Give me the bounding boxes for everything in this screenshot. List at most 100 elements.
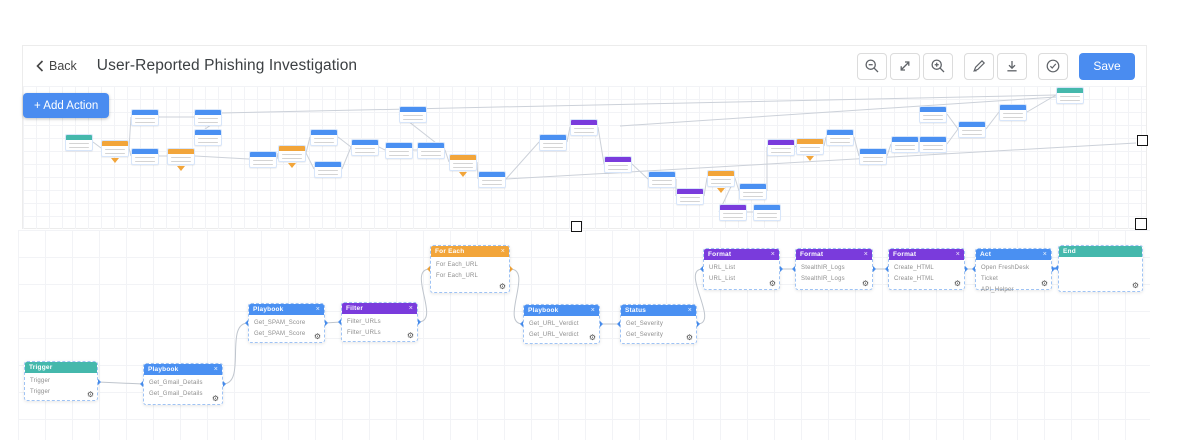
broken-image-placeholder xyxy=(1137,135,1148,146)
node-close-icon[interactable]: × xyxy=(955,251,960,258)
node-settings-gear-icon[interactable]: ⚙ xyxy=(498,282,506,291)
node-header: Format × xyxy=(889,249,964,260)
mini-node-header xyxy=(250,152,276,157)
download-button[interactable] xyxy=(997,52,1027,80)
mini-node[interactable] xyxy=(478,171,506,188)
mini-node[interactable] xyxy=(676,188,704,205)
node-close-icon[interactable]: × xyxy=(863,251,868,258)
node-header: Act × xyxy=(976,249,1051,260)
zoom-out-button[interactable] xyxy=(857,52,887,80)
mini-node-header xyxy=(132,110,158,115)
zoom-in-button[interactable] xyxy=(923,52,953,80)
workflow-node-trigger[interactable]: Trigger Trigger Trigger ⚙ xyxy=(24,361,98,401)
mini-node[interactable] xyxy=(648,171,676,188)
mini-node[interactable] xyxy=(101,140,129,157)
workflow-node-playbook[interactable]: Playbook × Get_SPAM_Score Get_SPAM_Score ⚙ xyxy=(248,303,325,343)
mini-node[interactable] xyxy=(417,142,445,159)
mini-node-body xyxy=(418,150,444,156)
mini-node-header xyxy=(386,143,412,148)
node-close-icon[interactable]: × xyxy=(687,307,692,314)
workflow-node-act[interactable]: Act × Open FreshDesk Ticket API_Helper ⚙ xyxy=(975,248,1052,293)
node-settings-gear-icon[interactable]: ⚙ xyxy=(1131,281,1139,290)
mini-node[interactable] xyxy=(919,106,947,123)
workflow-node-format[interactable]: Format × StealthIR_Logs StealthIR_Logs ⚙ xyxy=(795,248,873,290)
workflow-node-format[interactable]: Format × URL_List URL_List ⚙ xyxy=(703,248,780,290)
mini-node[interactable] xyxy=(449,154,477,171)
mini-node-header xyxy=(195,110,221,115)
node-settings-gear-icon[interactable]: ⚙ xyxy=(861,279,869,288)
mini-node[interactable] xyxy=(999,104,1027,121)
mini-node[interactable] xyxy=(570,119,598,136)
node-header: Status × xyxy=(621,305,696,316)
node-header: Format × xyxy=(796,249,872,260)
fit-view-button[interactable] xyxy=(890,52,920,80)
mini-node[interactable] xyxy=(278,145,306,162)
mini-node[interactable] xyxy=(539,134,567,151)
node-body: Get_Gmail_Details Get_Gmail_Details xyxy=(149,380,203,397)
mini-node-header xyxy=(860,149,886,154)
validate-button[interactable] xyxy=(1038,52,1068,80)
branch-chevron-icon xyxy=(459,172,467,177)
detail-canvas[interactable]: Trigger Trigger Trigger ⚙ Playbook × Get_Gmail… xyxy=(18,230,1150,440)
workflow-node-format[interactable]: Format × Create_HTML Create_HTML ⚙ xyxy=(888,248,965,290)
mini-node[interactable] xyxy=(314,161,342,178)
mini-node-body xyxy=(920,144,946,150)
mini-node-body xyxy=(720,212,746,218)
node-settings-gear-icon[interactable]: ⚙ xyxy=(1040,279,1048,288)
mini-node[interactable] xyxy=(399,106,427,123)
node-settings-gear-icon[interactable]: ⚙ xyxy=(768,279,776,288)
mini-node[interactable] xyxy=(604,156,632,173)
workflow-node-playbook[interactable]: Playbook × Get_URL_Verdict Get_URL_Verdict ⚙ xyxy=(523,304,600,344)
node-close-icon[interactable]: × xyxy=(315,306,320,313)
mini-node[interactable] xyxy=(958,121,986,138)
mini-node-body xyxy=(386,150,412,156)
node-settings-gear-icon[interactable]: ⚙ xyxy=(211,394,219,403)
mini-node[interactable] xyxy=(194,129,222,146)
mini-node[interactable] xyxy=(919,136,947,153)
node-settings-gear-icon[interactable]: ⚙ xyxy=(406,331,414,340)
edit-button[interactable] xyxy=(964,52,994,80)
mini-node[interactable] xyxy=(719,204,747,221)
mini-node[interactable] xyxy=(194,109,222,126)
node-settings-gear-icon[interactable]: ⚙ xyxy=(953,279,961,288)
mini-node[interactable] xyxy=(1056,87,1084,104)
mini-node[interactable] xyxy=(385,142,413,159)
workflow-node-filter[interactable]: Filter × Filter_URLs Filter_URLs ⚙ xyxy=(341,302,418,342)
add-action-button[interactable]: + Add Action xyxy=(23,93,110,118)
save-button[interactable]: Save xyxy=(1079,52,1135,80)
node-settings-gear-icon[interactable]: ⚙ xyxy=(685,333,693,342)
mini-node[interactable] xyxy=(753,204,781,221)
workflow-node-end[interactable]: End ⚙ xyxy=(1058,245,1143,292)
mini-node[interactable] xyxy=(767,139,795,156)
mini-node[interactable] xyxy=(131,109,159,126)
mini-node[interactable] xyxy=(707,170,735,187)
mini-node[interactable] xyxy=(826,129,854,146)
mini-node-body xyxy=(860,156,886,162)
mini-node[interactable] xyxy=(65,134,93,151)
workflow-node-playbook[interactable]: Playbook × Get_Gmail_Details Get_Gmail_Deta… xyxy=(143,363,223,405)
mini-node[interactable] xyxy=(796,138,824,155)
node-close-icon[interactable]: × xyxy=(500,248,505,255)
node-close-icon[interactable]: × xyxy=(213,366,218,373)
node-settings-gear-icon[interactable]: ⚙ xyxy=(86,390,94,399)
mini-node[interactable] xyxy=(739,183,767,200)
node-settings-gear-icon[interactable]: ⚙ xyxy=(588,333,596,342)
mini-node[interactable] xyxy=(249,151,277,168)
mini-node-header xyxy=(720,205,746,210)
workflow-node-for-each[interactable]: For Each × For Each_URL For Each_URL ⚙ xyxy=(430,245,510,293)
node-settings-gear-icon[interactable]: ⚙ xyxy=(313,332,321,341)
overview-canvas[interactable]: + Add Action xyxy=(23,86,1146,229)
mini-node[interactable] xyxy=(351,139,379,156)
node-close-icon[interactable]: × xyxy=(770,251,775,258)
node-close-icon[interactable]: × xyxy=(408,305,413,312)
node-close-icon[interactable]: × xyxy=(1042,251,1047,258)
back-button[interactable]: Back xyxy=(36,59,77,73)
mini-node-header xyxy=(920,107,946,112)
node-close-icon[interactable]: × xyxy=(590,307,595,314)
mini-node[interactable] xyxy=(131,148,159,165)
mini-node[interactable] xyxy=(859,148,887,165)
mini-node[interactable] xyxy=(310,129,338,146)
workflow-node-status[interactable]: Status × Get_Severity Get_Severity ⚙ xyxy=(620,304,697,344)
mini-node[interactable] xyxy=(167,148,195,165)
mini-node[interactable] xyxy=(891,136,919,153)
